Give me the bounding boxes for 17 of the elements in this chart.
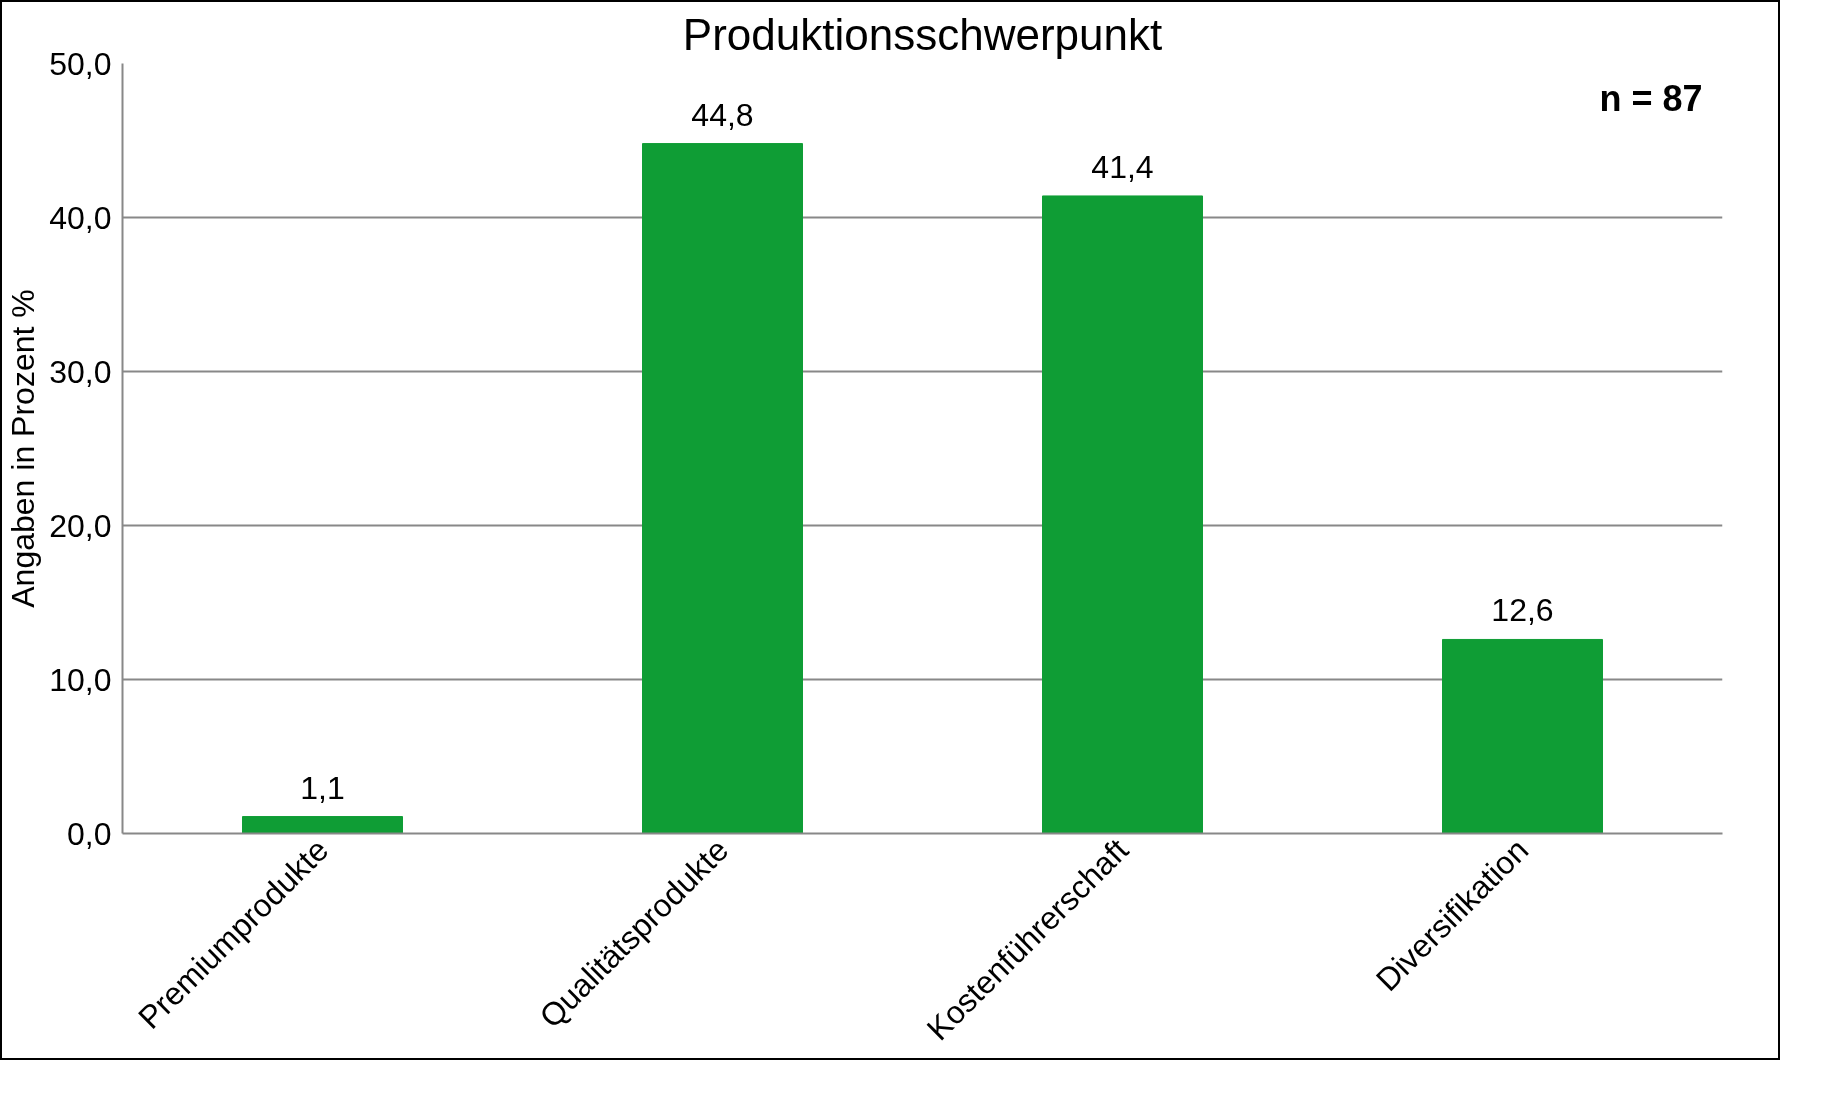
chart-title: Produktionsschwerpunkt xyxy=(682,9,1163,59)
y-tick-label: 40,0 xyxy=(49,199,112,236)
y-axis-title: Angaben in Prozent % xyxy=(5,289,42,608)
bar xyxy=(1042,195,1203,834)
y-tick-label: 30,0 xyxy=(49,353,112,390)
data-label: 12,6 xyxy=(1491,592,1554,629)
y-tick-label: 10,0 xyxy=(49,661,112,698)
data-label: 41,4 xyxy=(1091,148,1154,185)
data-label: 1,1 xyxy=(300,769,345,806)
bar xyxy=(1442,638,1603,834)
bar xyxy=(242,816,403,834)
y-tick-label: 20,0 xyxy=(49,507,112,544)
y-tick-label: 0,0 xyxy=(67,815,112,852)
bar xyxy=(642,143,803,834)
y-tick-label: 50,0 xyxy=(49,45,112,82)
data-label: 44,8 xyxy=(691,96,754,133)
annotation: n = 87 xyxy=(1599,77,1703,119)
